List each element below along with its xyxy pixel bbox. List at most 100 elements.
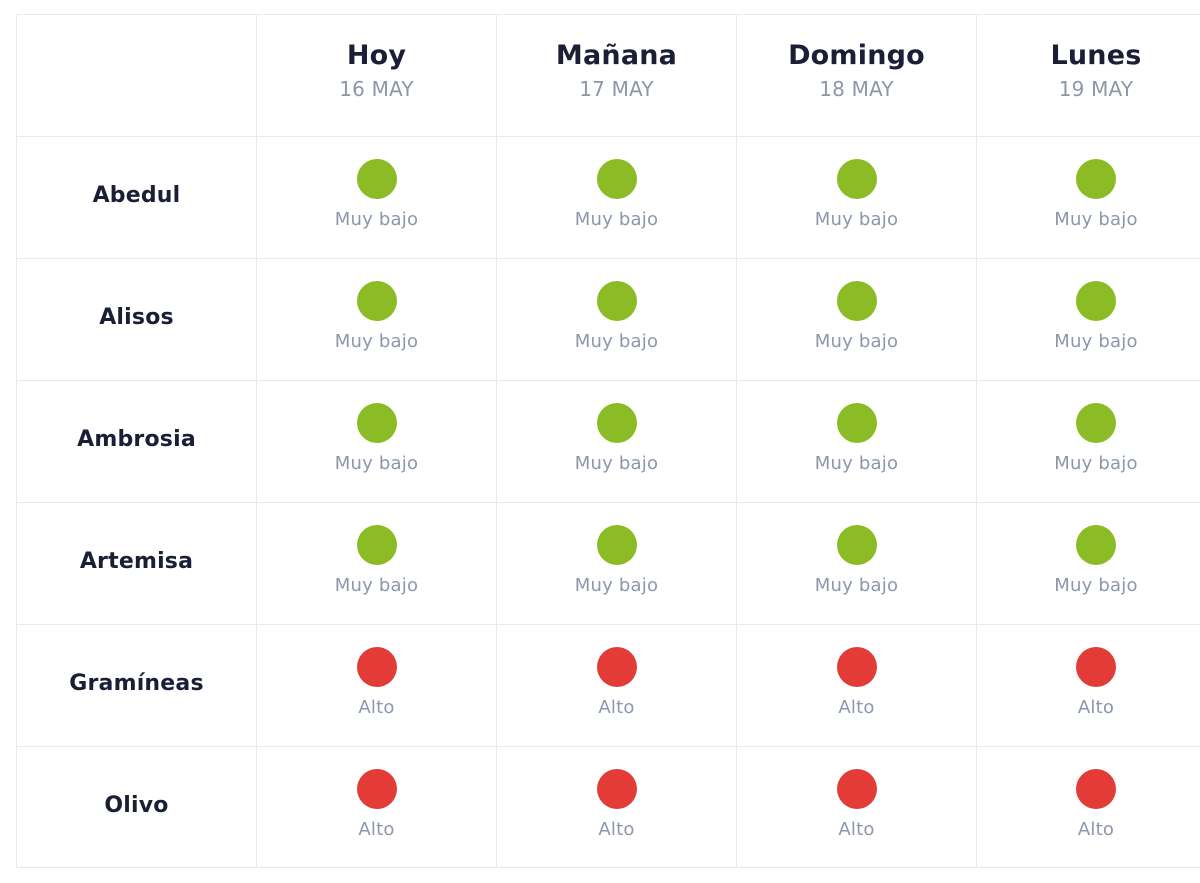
level-cell: Muy bajo — [976, 502, 1200, 624]
species-cell: Abedul — [16, 136, 256, 258]
green-dot-icon — [836, 159, 877, 199]
level-label: Alto — [838, 818, 875, 840]
level-label: Muy bajo — [574, 331, 659, 352]
species-name: Ambrosia — [77, 427, 196, 452]
level-cell: Alto — [496, 746, 736, 868]
level-label: Muy bajo — [574, 575, 659, 596]
level-cell: Alto — [736, 624, 976, 746]
green-dot-icon — [1076, 281, 1116, 321]
day-date: 19 MAY — [1058, 76, 1134, 101]
level-label: Muy bajo — [1054, 575, 1138, 596]
green-dot-icon — [1076, 525, 1116, 565]
table-row: Abedul Muy bajo Muy bajo Muy bajo Muy ba… — [16, 136, 1200, 258]
level-label: Muy bajo — [814, 575, 899, 596]
red-dot-icon — [596, 768, 637, 809]
species-name: Olivo — [104, 792, 169, 818]
level-label: Alto — [1077, 818, 1115, 840]
level-cell: Muy bajo — [736, 380, 976, 502]
level-label: Muy bajo — [334, 331, 419, 352]
level-cell: Alto — [256, 624, 496, 746]
level-cell: Muy bajo — [496, 136, 736, 258]
level-cell: Alto — [256, 746, 496, 868]
level-cell: Alto — [976, 746, 1200, 868]
level-cell: Muy bajo — [256, 136, 496, 258]
green-dot-icon — [356, 525, 397, 565]
level-cell: Muy bajo — [736, 258, 976, 380]
level-label: Alto — [598, 818, 635, 840]
level-label: Alto — [358, 818, 395, 840]
level-cell: Muy bajo — [256, 258, 496, 380]
level-cell: Muy bajo — [496, 502, 736, 624]
day-date: 17 MAY — [579, 76, 654, 101]
level-cell: Alto — [736, 746, 976, 868]
pollen-forecast-table: Hoy 16 MAY Mañana 17 MAY Domingo 18 MAY … — [16, 14, 1200, 868]
red-dot-icon — [1076, 647, 1116, 687]
red-dot-icon — [596, 647, 637, 687]
day-header-3: Lunes 19 MAY — [976, 14, 1200, 136]
level-label: Alto — [598, 697, 635, 718]
level-label: Alto — [1077, 697, 1115, 718]
day-header-2: Domingo 18 MAY — [736, 14, 976, 136]
green-dot-icon — [596, 525, 637, 565]
level-label: Muy bajo — [1054, 453, 1138, 474]
level-cell: Muy bajo — [496, 380, 736, 502]
level-label: Muy bajo — [814, 209, 899, 230]
red-dot-icon — [1076, 768, 1116, 809]
day-date: 16 MAY — [339, 76, 414, 101]
header-corner-cell — [16, 14, 256, 136]
red-dot-icon — [356, 768, 397, 809]
day-name: Hoy — [346, 40, 407, 72]
green-dot-icon — [836, 403, 877, 443]
table-header-row: Hoy 16 MAY Mañana 17 MAY Domingo 18 MAY … — [16, 14, 1200, 136]
day-header-1: Mañana 17 MAY — [496, 14, 736, 136]
level-label: Muy bajo — [334, 453, 419, 474]
red-dot-icon — [356, 647, 397, 687]
green-dot-icon — [836, 281, 877, 321]
level-cell: Muy bajo — [976, 380, 1200, 502]
level-cell: Muy bajo — [256, 380, 496, 502]
level-label: Muy bajo — [334, 209, 419, 230]
level-label: Muy bajo — [814, 453, 899, 474]
level-cell: Muy bajo — [256, 502, 496, 624]
level-cell: Muy bajo — [496, 258, 736, 380]
table-row: Olivo Alto Alto Alto Alto — [16, 746, 1200, 868]
level-cell: Alto — [496, 624, 736, 746]
level-label: Muy bajo — [1054, 331, 1138, 352]
green-dot-icon — [356, 159, 397, 199]
green-dot-icon — [1076, 159, 1116, 199]
species-name: Alisos — [99, 305, 174, 330]
red-dot-icon — [836, 647, 877, 687]
level-label: Alto — [358, 697, 395, 718]
level-label: Muy bajo — [334, 575, 419, 596]
day-name: Lunes — [1050, 40, 1142, 72]
species-name: Gramíneas — [69, 671, 204, 696]
green-dot-icon — [356, 281, 397, 321]
level-cell: Muy bajo — [736, 502, 976, 624]
level-label: Muy bajo — [1054, 209, 1138, 230]
green-dot-icon — [836, 525, 877, 565]
green-dot-icon — [596, 159, 637, 199]
level-label: Muy bajo — [574, 209, 659, 230]
level-label: Muy bajo — [814, 331, 899, 352]
species-cell: Gramíneas — [16, 624, 256, 746]
species-name: Abedul — [92, 183, 181, 208]
day-name: Mañana — [555, 40, 678, 72]
species-cell: Artemisa — [16, 502, 256, 624]
green-dot-icon — [1076, 403, 1116, 443]
green-dot-icon — [596, 403, 637, 443]
day-header-0: Hoy 16 MAY — [256, 14, 496, 136]
green-dot-icon — [356, 403, 397, 443]
table-row: Gramíneas Alto Alto Alto Alto — [16, 624, 1200, 746]
level-cell: Muy bajo — [736, 136, 976, 258]
species-cell: Alisos — [16, 258, 256, 380]
red-dot-icon — [836, 768, 877, 809]
species-cell: Ambrosia — [16, 380, 256, 502]
level-cell: Muy bajo — [976, 136, 1200, 258]
table-row: Artemisa Muy bajo Muy bajo Muy bajo Muy … — [16, 502, 1200, 624]
green-dot-icon — [596, 281, 637, 321]
species-cell: Olivo — [16, 746, 256, 868]
level-label: Alto — [838, 697, 875, 718]
table-row: Alisos Muy bajo Muy bajo Muy bajo Muy ba… — [16, 258, 1200, 380]
day-date: 18 MAY — [819, 76, 894, 101]
level-cell: Muy bajo — [976, 258, 1200, 380]
